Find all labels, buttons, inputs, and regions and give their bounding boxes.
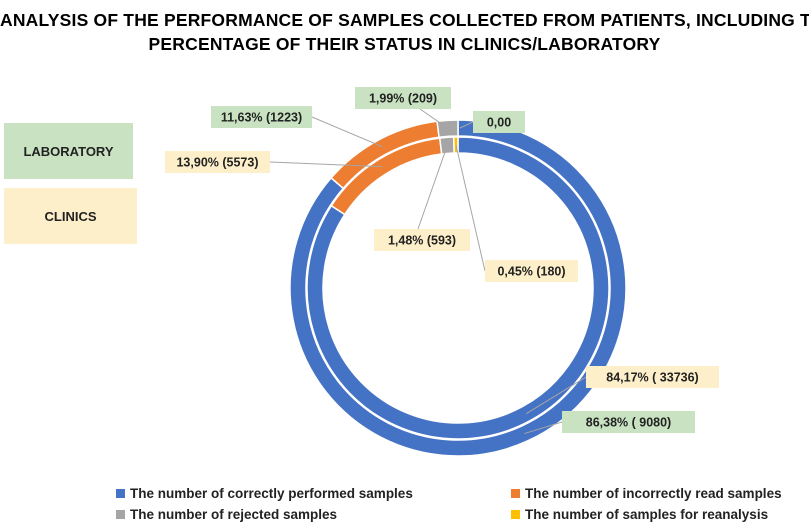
legend-swatch-correct [116,489,125,498]
chart-title: ANALYSIS OF THE PERFORMANCE OF SAMPLES C… [0,8,809,56]
data-label-outer-reanalysis: 0,00 [487,116,511,130]
clinics-key-label: CLINICS [44,208,97,224]
data-label-outer-rejected: 1,99% (209) [369,92,437,106]
data-label-outer-incorrect: 11,63% (1223) [221,111,302,125]
chart-title-line-1: ANALYSIS OF THE PERFORMANCE OF SAMPLES C… [0,10,809,30]
data-label-inner-incorrect: 13,90% (5573) [176,156,258,170]
legend-item-rejected: The number of rejected samples [116,507,337,522]
data-label-inner-reanalysis: 0,45% (180) [497,265,565,279]
leader-line-outer-reanalysis [459,121,474,129]
data-label-inner-rejected: 1,48% (593) [388,234,456,248]
data-label-inner-correct: 84,17% ( 33736) [606,371,698,385]
data-label-box-inner-reanalysis [485,260,578,282]
data-label-box-outer-rejected [355,87,451,109]
legend-label-incorrect: The number of incorrectly read samples [525,486,782,501]
data-label-box-outer-incorrect [211,106,312,128]
data-label-box-outer-reanalysis [473,111,525,133]
data-label-box-inner-rejected [374,229,470,251]
legend-label-rejected: The number of rejected samples [130,507,338,522]
data-label-box-inner-correct [586,366,719,388]
legend-item-incorrect: The number of incorrectly read samples [511,486,782,501]
leader-line-outer-correct [524,421,563,435]
legend-item-reanalysis: The number of samples for reanalysis [511,507,768,522]
leader-line-inner-rejected [417,145,448,230]
legend-label-correct: The number of correctly performed sample… [130,486,413,501]
data-label-box-outer-correct [562,411,695,433]
legend-label-reanalysis: The number of samples for reanalysis [525,507,769,522]
leader-line-inner-correct [525,376,587,415]
laboratory-key-label: LABORATORY [23,143,114,159]
slice-outer-correct [289,119,627,457]
leader-line-inner-reanalysis [455,144,486,272]
laboratory-key-box: LABORATORY [4,123,133,179]
data-label-box-inner-incorrect [165,151,270,173]
clinics-key-box: CLINICS [4,188,137,244]
data-label-outer-correct: 86,38% ( 9080) [586,416,671,430]
leader-line-outer-incorrect [311,116,383,148]
legend-swatch-reanalysis [511,510,520,519]
legend-swatch-rejected [116,510,125,519]
legend-swatch-incorrect [511,489,520,498]
leader-line-inner-incorrect [269,161,383,168]
legend-item-correct: The number of correctly performed sample… [116,486,413,501]
slice-inner-correct [306,136,610,440]
chart-legend: The number of correctly performed sample… [100,480,800,524]
leader-line-outer-rejected [419,108,449,129]
chart-title-line-2: PERCENTAGE OF THEIR STATUS IN CLINICS/LA… [148,34,661,54]
